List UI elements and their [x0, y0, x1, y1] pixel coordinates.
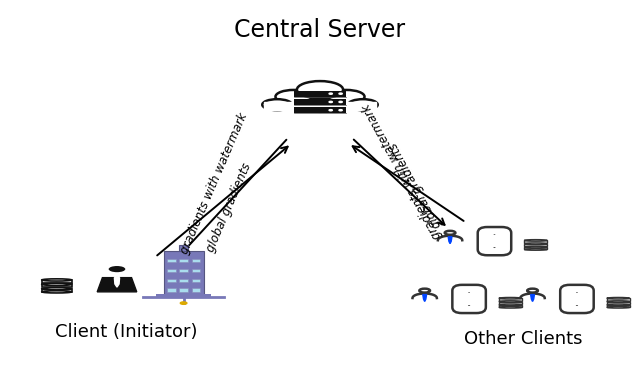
Ellipse shape: [499, 304, 522, 306]
Text: global gradients: global gradients: [387, 140, 444, 230]
Polygon shape: [531, 294, 534, 301]
Bar: [191, 288, 200, 292]
Text: Central Server: Central Server: [234, 18, 406, 42]
Polygon shape: [423, 294, 427, 301]
Ellipse shape: [445, 231, 456, 235]
Bar: [164, 251, 204, 295]
Bar: [294, 99, 346, 105]
Bar: [607, 305, 630, 307]
Bar: [167, 269, 175, 272]
Bar: [42, 289, 72, 292]
Ellipse shape: [607, 304, 630, 306]
Bar: [499, 301, 522, 304]
Ellipse shape: [339, 93, 342, 94]
Bar: [179, 279, 188, 282]
Ellipse shape: [493, 234, 495, 235]
Ellipse shape: [607, 298, 630, 299]
Text: Client (Initiator): Client (Initiator): [55, 323, 198, 341]
Ellipse shape: [468, 305, 470, 306]
Ellipse shape: [329, 93, 332, 94]
Ellipse shape: [339, 109, 342, 111]
Ellipse shape: [607, 301, 630, 302]
Bar: [42, 284, 72, 287]
Ellipse shape: [328, 90, 365, 103]
Ellipse shape: [419, 289, 430, 292]
Ellipse shape: [262, 99, 292, 110]
Bar: [499, 305, 522, 307]
Ellipse shape: [499, 307, 522, 308]
Bar: [191, 259, 200, 262]
Ellipse shape: [275, 90, 312, 103]
Bar: [179, 269, 188, 272]
Polygon shape: [115, 278, 120, 287]
Ellipse shape: [493, 247, 495, 248]
Bar: [524, 247, 547, 249]
Ellipse shape: [524, 240, 547, 241]
FancyBboxPatch shape: [477, 227, 511, 255]
Text: gradients with watermark: gradients with watermark: [360, 101, 444, 241]
Bar: [191, 269, 200, 272]
Bar: [294, 91, 346, 97]
Ellipse shape: [42, 279, 72, 281]
FancyBboxPatch shape: [452, 285, 486, 313]
Ellipse shape: [180, 302, 187, 304]
Ellipse shape: [348, 99, 378, 110]
Bar: [264, 102, 376, 110]
Text: global gradients: global gradients: [204, 161, 254, 254]
Bar: [499, 298, 522, 301]
Bar: [607, 301, 630, 304]
Bar: [167, 288, 175, 292]
Polygon shape: [97, 278, 137, 292]
Bar: [294, 107, 346, 113]
Ellipse shape: [297, 81, 343, 98]
Ellipse shape: [303, 100, 337, 112]
Bar: [524, 244, 547, 246]
Ellipse shape: [329, 101, 332, 102]
Text: gradients with watermark: gradients with watermark: [179, 111, 250, 256]
Bar: [260, 86, 380, 113]
Bar: [167, 259, 175, 262]
Bar: [179, 288, 188, 292]
Ellipse shape: [42, 283, 72, 285]
FancyBboxPatch shape: [560, 285, 594, 313]
Bar: [167, 279, 175, 282]
Ellipse shape: [339, 101, 342, 102]
Ellipse shape: [499, 301, 522, 302]
Ellipse shape: [524, 249, 547, 250]
Ellipse shape: [468, 292, 470, 293]
Bar: [191, 279, 200, 282]
Bar: [42, 280, 72, 283]
Ellipse shape: [576, 305, 578, 306]
Bar: [607, 298, 630, 301]
Bar: [179, 259, 188, 262]
Ellipse shape: [607, 307, 630, 308]
Ellipse shape: [527, 289, 538, 292]
Bar: [524, 240, 547, 243]
Bar: [156, 294, 211, 297]
Ellipse shape: [499, 298, 522, 299]
Ellipse shape: [329, 109, 332, 111]
Ellipse shape: [42, 288, 72, 290]
Ellipse shape: [576, 292, 578, 293]
Ellipse shape: [109, 266, 125, 272]
Bar: [179, 246, 188, 251]
Ellipse shape: [42, 291, 72, 293]
Ellipse shape: [524, 246, 547, 248]
Polygon shape: [448, 237, 452, 244]
Ellipse shape: [524, 243, 547, 244]
Text: Other Clients: Other Clients: [464, 330, 582, 348]
